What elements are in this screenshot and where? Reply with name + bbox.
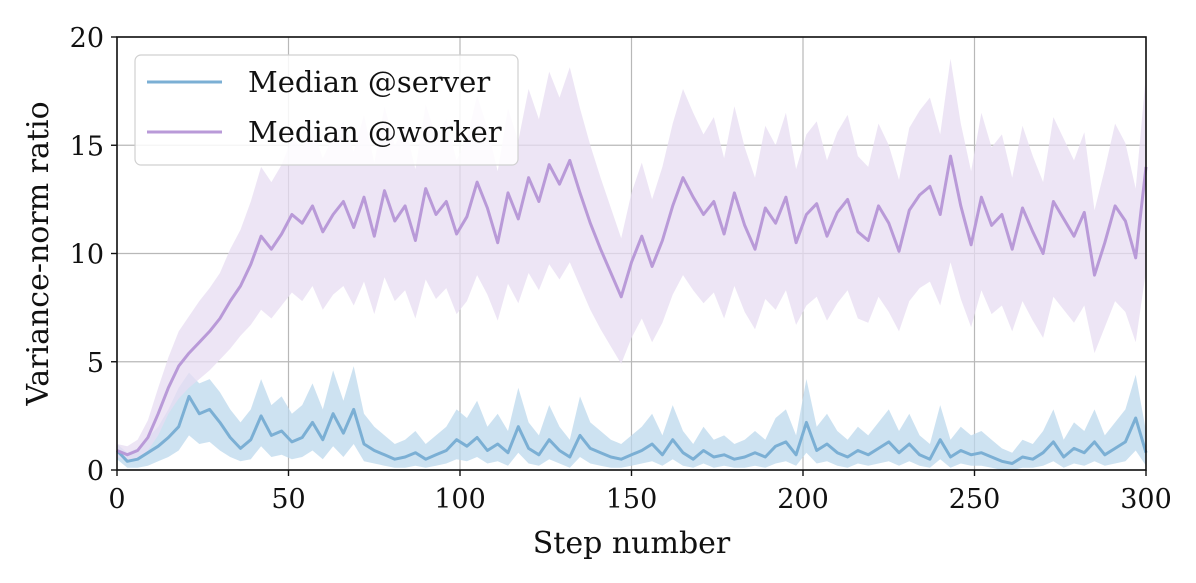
x-tick-label: 150 bbox=[606, 484, 658, 515]
line-worker bbox=[116, 154, 1148, 457]
series-lines bbox=[115, 154, 1148, 465]
x-axis-title: Step number bbox=[533, 526, 731, 561]
axis-ticks: 0 50 100 150 200 250 300 0 5 10 15 20 bbox=[70, 23, 1172, 515]
y-axis-title: Variance-norm ratio bbox=[21, 101, 56, 406]
x-tick-label: 0 bbox=[108, 484, 125, 515]
legend-label-worker: Median @worker bbox=[248, 115, 502, 149]
y-tick-label: 20 bbox=[70, 23, 104, 54]
line-server bbox=[115, 394, 1148, 465]
x-tick-label: 50 bbox=[271, 484, 305, 515]
y-tick-label: 0 bbox=[87, 456, 104, 487]
legend-box bbox=[134, 54, 519, 166]
legend: Median @server Median @worker bbox=[134, 54, 519, 166]
y-tick-label: 10 bbox=[70, 240, 104, 271]
x-tick-label: 250 bbox=[949, 484, 1001, 515]
x-tick-label: 300 bbox=[1120, 484, 1172, 515]
y-tick-label: 5 bbox=[87, 348, 104, 379]
y-tick-label: 15 bbox=[70, 131, 104, 162]
x-tick-label: 200 bbox=[777, 484, 829, 515]
x-tick-label: 100 bbox=[434, 484, 486, 515]
legend-label-server: Median @server bbox=[248, 65, 490, 99]
